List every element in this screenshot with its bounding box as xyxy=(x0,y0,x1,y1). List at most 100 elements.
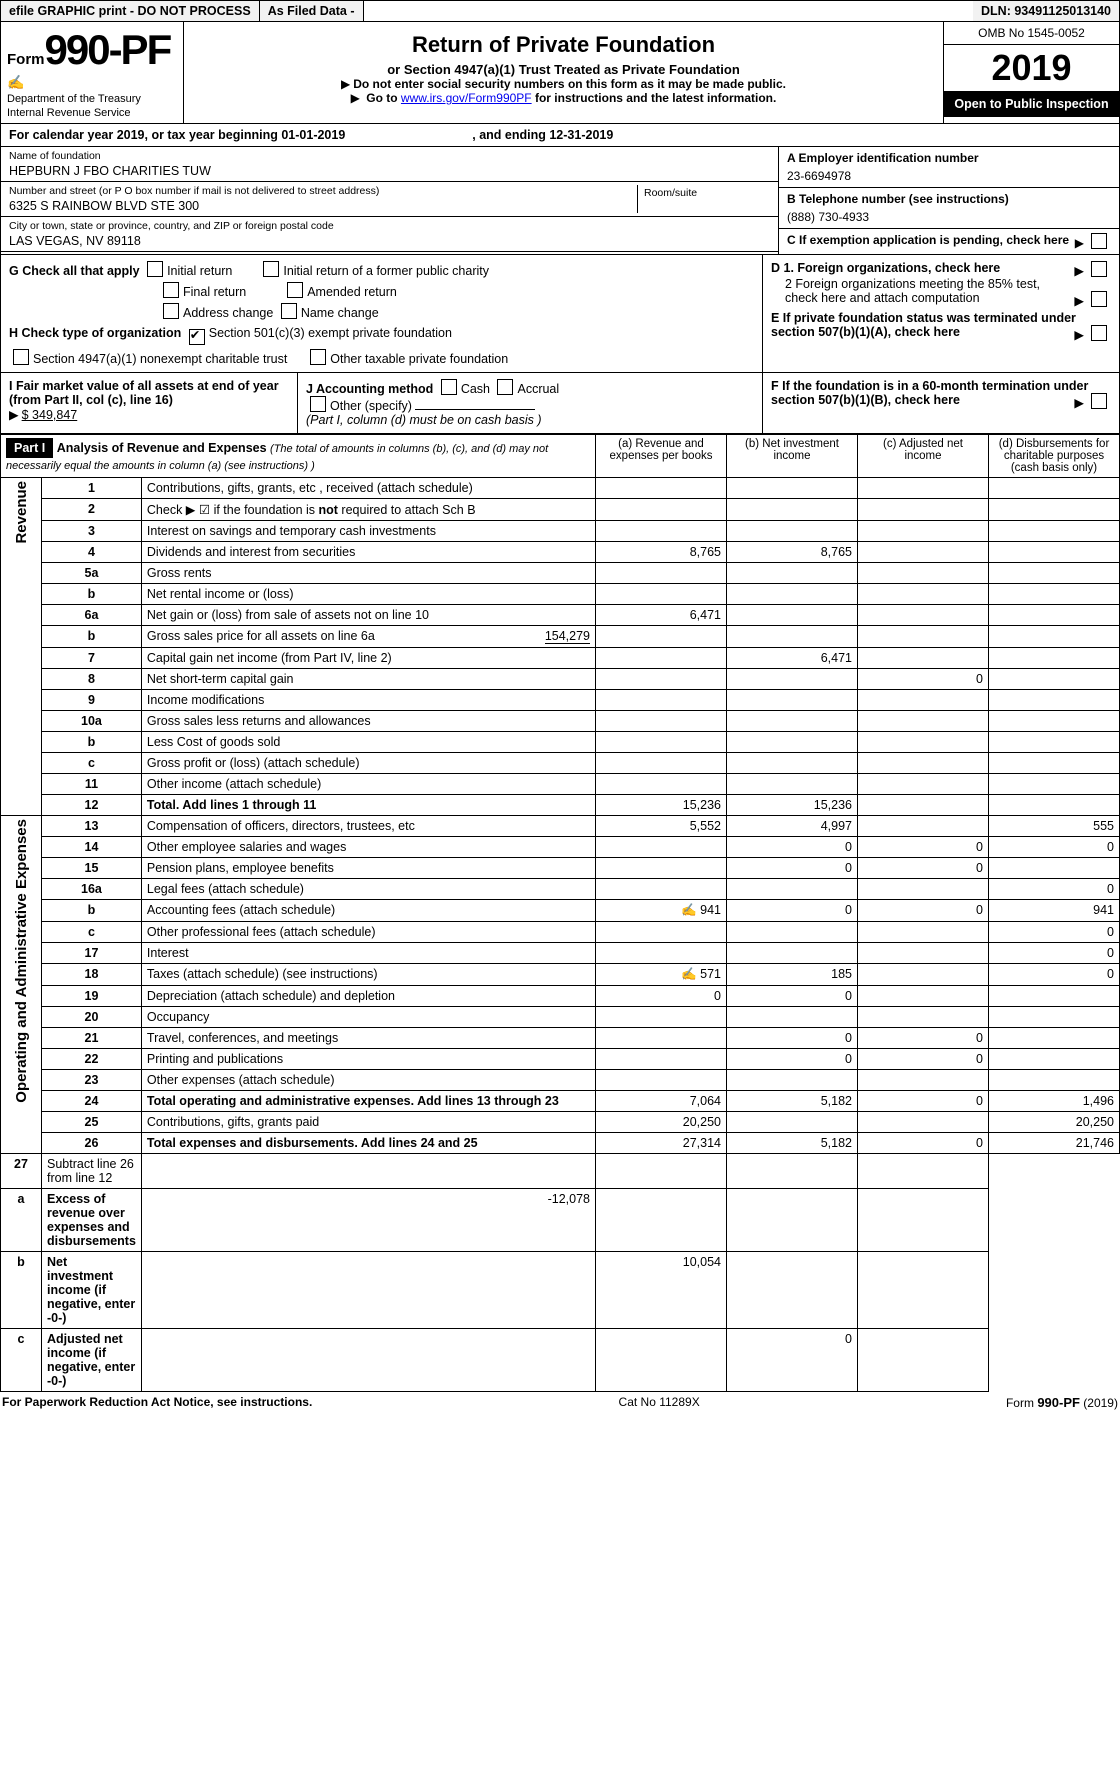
table-row: 23Other expenses (attach schedule) xyxy=(1,1070,1120,1091)
irs-form-link[interactable]: www.irs.gov/Form990PF xyxy=(401,91,532,105)
table-row: cGross profit or (loss) (attach schedule… xyxy=(1,753,1120,774)
line-desc: Net short-term capital gain xyxy=(141,669,595,690)
amount-cell: 941 xyxy=(989,900,1120,922)
amount-cell xyxy=(727,690,858,711)
line-desc: Total expenses and disbursements. Add li… xyxy=(141,1133,595,1154)
table-row: bGross sales price for all assets on lin… xyxy=(1,626,1120,648)
amount-cell xyxy=(727,1154,858,1189)
line-number: c xyxy=(42,922,142,943)
line-desc: Gross rents xyxy=(141,563,595,584)
cash-checkbox[interactable] xyxy=(441,379,457,395)
line-number: 14 xyxy=(42,837,142,858)
amount-cell xyxy=(727,626,858,648)
address-change-checkbox[interactable] xyxy=(163,303,179,319)
line-number: b xyxy=(1,1252,42,1329)
table-row: 5aGross rents xyxy=(1,563,1120,584)
amount-cell xyxy=(858,542,989,563)
amount-cell xyxy=(989,732,1120,753)
amount-cell xyxy=(989,542,1120,563)
line-desc: Travel, conferences, and meetings xyxy=(141,1028,595,1049)
ssn-warning: Do not enter social security numbers on … xyxy=(353,77,786,91)
amount-cell xyxy=(858,499,989,521)
initial-former-checkbox[interactable] xyxy=(263,261,279,277)
paperwork-notice: For Paperwork Reduction Act Notice, see … xyxy=(2,1395,312,1410)
line-number: 6a xyxy=(42,605,142,626)
other-taxable-checkbox[interactable] xyxy=(310,349,326,365)
line-number: 16a xyxy=(42,879,142,900)
amount-cell xyxy=(989,1007,1120,1028)
line-number: 17 xyxy=(42,943,142,964)
table-row: cOther professional fees (attach schedul… xyxy=(1,922,1120,943)
amount-cell xyxy=(596,1329,727,1392)
amended-return-checkbox[interactable] xyxy=(287,282,303,298)
line-desc: Less Cost of goods sold xyxy=(141,732,595,753)
line-desc: Adjusted net income (if negative, enter … xyxy=(42,1329,142,1392)
amount-cell xyxy=(858,986,989,1007)
table-row: 17Interest0 xyxy=(1,943,1120,964)
amount-cell: -12,078 xyxy=(141,1189,595,1252)
table-row: 2Check ▶ ☑ if the foundation is not requ… xyxy=(1,499,1120,521)
4947-label: Section 4947(a)(1) nonexempt charitable … xyxy=(33,352,287,366)
line-number: 2 xyxy=(42,499,142,521)
amount-cell xyxy=(596,1154,727,1189)
j-label: J Accounting method xyxy=(306,382,433,396)
table-row: 20Occupancy xyxy=(1,1007,1120,1028)
d1-label: D 1. Foreign organizations, check here xyxy=(771,261,1000,275)
amount-cell xyxy=(858,521,989,542)
accrual-checkbox[interactable] xyxy=(497,379,513,395)
line-number: 4 xyxy=(42,542,142,563)
line-desc: Other expenses (attach schedule) xyxy=(141,1070,595,1091)
irs-label: Internal Revenue Service xyxy=(7,107,177,119)
goto-label: Go to xyxy=(366,91,401,105)
amount-cell: 5,182 xyxy=(727,1091,858,1112)
amount-cell xyxy=(727,499,858,521)
amount-cell: 5,182 xyxy=(727,1133,858,1154)
amount-cell xyxy=(727,669,858,690)
line-desc: Net gain or (loss) from sale of assets n… xyxy=(141,605,595,626)
attachment-icon[interactable]: ✍ xyxy=(681,967,697,981)
h-label: H Check type of organization xyxy=(9,326,181,340)
line-number: c xyxy=(42,753,142,774)
amount-cell xyxy=(989,1049,1120,1070)
table-row: 14Other employee salaries and wages000 xyxy=(1,837,1120,858)
table-row: 25Contributions, gifts, grants paid20,25… xyxy=(1,1112,1120,1133)
amount-cell xyxy=(989,753,1120,774)
other-method-label: Other (specify) xyxy=(330,399,412,413)
attachment-icon[interactable]: ✍ xyxy=(681,903,697,917)
line-desc: Occupancy xyxy=(141,1007,595,1028)
amount-cell xyxy=(989,690,1120,711)
amount-cell: ✍ 941 xyxy=(596,900,727,922)
table-row: 22Printing and publications00 xyxy=(1,1049,1120,1070)
table-row: Operating and Administrative Expenses13C… xyxy=(1,816,1120,837)
amount-cell xyxy=(989,584,1120,605)
table-row: 8Net short-term capital gain0 xyxy=(1,669,1120,690)
amount-cell: 0 xyxy=(727,1028,858,1049)
4947-checkbox[interactable] xyxy=(13,349,29,365)
f-checkbox[interactable] xyxy=(1091,393,1107,409)
d1-checkbox[interactable] xyxy=(1091,261,1107,277)
amount-cell: 555 xyxy=(989,816,1120,837)
e-checkbox[interactable] xyxy=(1091,325,1107,341)
initial-return-checkbox[interactable] xyxy=(147,261,163,277)
d2-checkbox[interactable] xyxy=(1091,291,1107,307)
line-number: b xyxy=(42,732,142,753)
line-desc: Other employee salaries and wages xyxy=(141,837,595,858)
phone-value: (888) 730-4933 xyxy=(787,210,1111,224)
exemption-checkbox[interactable] xyxy=(1091,233,1107,249)
final-return-checkbox[interactable] xyxy=(163,282,179,298)
line-desc: Other professional fees (attach schedule… xyxy=(141,922,595,943)
line-number: 5a xyxy=(42,563,142,584)
line-number: 15 xyxy=(42,858,142,879)
amount-cell xyxy=(989,795,1120,816)
501c3-checkbox[interactable] xyxy=(189,329,205,345)
name-change-checkbox[interactable] xyxy=(281,303,297,319)
amount-cell: 7,064 xyxy=(596,1091,727,1112)
other-method-checkbox[interactable] xyxy=(310,396,326,412)
amount-cell xyxy=(727,1252,858,1329)
line-desc: Other income (attach schedule) xyxy=(141,774,595,795)
amount-cell: ✍ 571 xyxy=(596,964,727,986)
line-desc: Interest xyxy=(141,943,595,964)
line-number: a xyxy=(1,1189,42,1252)
amount-cell xyxy=(858,605,989,626)
amount-cell: 15,236 xyxy=(727,795,858,816)
